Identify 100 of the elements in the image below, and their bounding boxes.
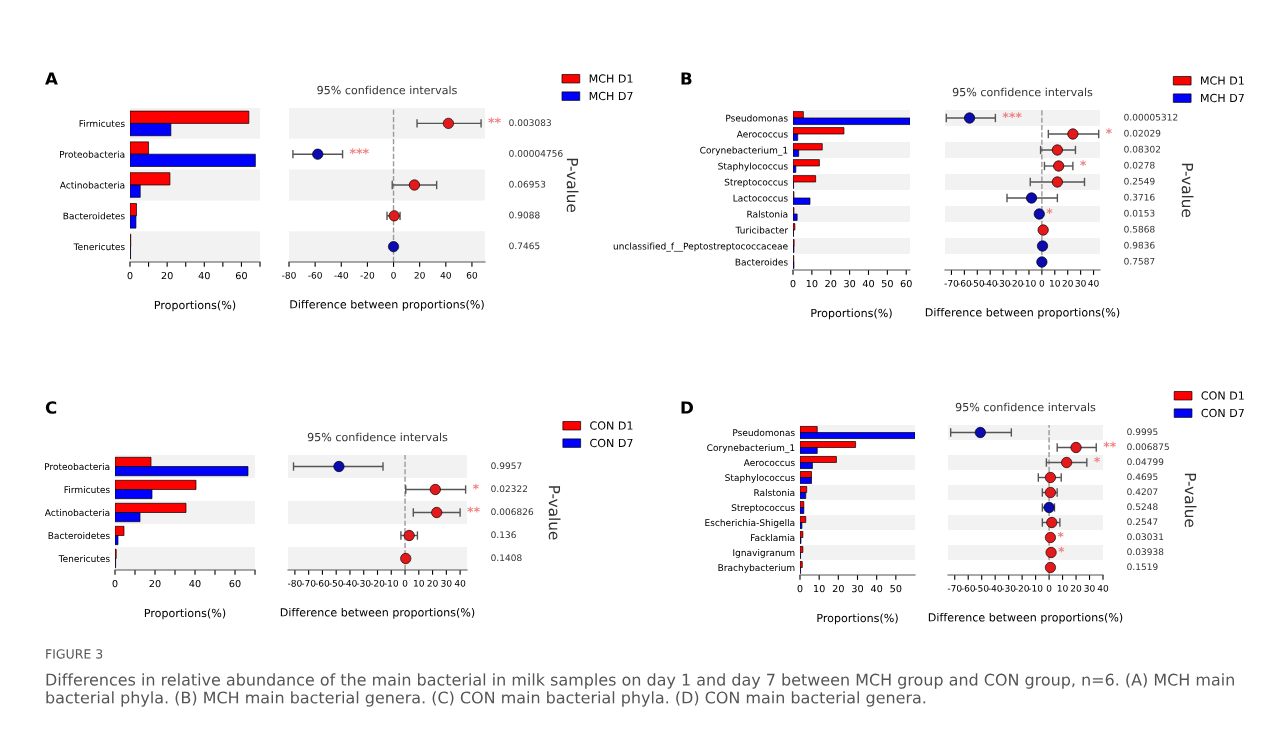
x-tick-label: 40 (189, 579, 201, 588)
text: 0.003083 (509, 119, 551, 127)
text: 0.0153 (1124, 209, 1155, 217)
text: 0.00005312 (1124, 113, 1178, 121)
y-tick-label: Streptococcus (731, 504, 795, 513)
text: 0.5248 (1127, 503, 1158, 511)
y-tick-label: Actinobacteria (59, 181, 125, 189)
x-tick-label: -30 (356, 579, 371, 587)
x-tick-label: -40 (343, 579, 357, 587)
x-tick-label: 50 (881, 279, 893, 288)
x-tick-label: -10 (1022, 279, 1036, 287)
y2-axis-title: P-value (548, 486, 561, 540)
x-axis-title: Proportions(%) (811, 308, 892, 320)
x-tick-label: 20 (149, 579, 161, 588)
x-tick-label: -30 (996, 279, 1010, 287)
y-tick-label: Lactococcus (733, 194, 788, 202)
x-tick-label: 0 (402, 579, 408, 587)
y2-axis-title: P-value (1184, 473, 1197, 528)
y2-axis-title: P-value (566, 158, 579, 213)
x-tick-label: 30 (844, 279, 856, 288)
text: 0.4695 (1127, 473, 1158, 481)
y-tick-label: Pseudomonas (726, 114, 788, 122)
y-tick-label: Ralstonia (747, 210, 788, 218)
y-tick-label: Staphylococcus (725, 474, 795, 483)
x-tick-label: -50 (329, 579, 343, 587)
y-tick-label: Brachybacterium (718, 564, 795, 573)
legend-label: MCH D1 (589, 74, 633, 83)
x-tick-label: 50 (890, 584, 902, 593)
text: 0.02322 (491, 485, 528, 493)
data-label: * (1080, 160, 1087, 166)
y-tick-label: Bacteroidetes (63, 212, 125, 220)
x-tick-label: 40 (870, 584, 883, 593)
x-tick-label: 10 (1050, 279, 1060, 287)
x-tick-label: 0 (112, 579, 118, 588)
data-label: * (1058, 546, 1065, 553)
x-tick-label: -30 (1001, 584, 1016, 592)
data-label: ** (467, 506, 480, 513)
x-tick-label: -20 (370, 579, 385, 587)
legend-label: CON D7 (1201, 408, 1244, 418)
x-tick-label: 20 (427, 579, 438, 587)
text: 0.5868 (1124, 225, 1155, 233)
x-tick-label: 20 (1062, 279, 1073, 287)
x-tick-label: 10 (814, 584, 825, 593)
x-axis-title: Difference between proportions(%) (280, 607, 475, 619)
x-tick-label: 0 (790, 279, 796, 288)
y-tick-label: Proteobacteria (45, 463, 110, 471)
text: 0.9957 (491, 462, 522, 470)
data-label: ** (1103, 441, 1117, 448)
x-tick-label: -60 (961, 584, 975, 592)
x-tick-label: 20 (161, 271, 173, 280)
y-tick-label: Bacteroides (735, 258, 788, 266)
x-tick-label: 20 (825, 279, 837, 288)
x-axis-title: Difference between proportions(%) (290, 299, 484, 311)
chart-title: D (681, 401, 693, 414)
text: FIGURE 3 (46, 649, 103, 659)
x-axis-title: Proportions(%) (817, 613, 898, 625)
x-tick-label: 60 (229, 579, 241, 588)
text: 0.3716 (1124, 193, 1155, 201)
x-tick-label: 20 (414, 271, 425, 279)
legend-label: CON D7 (590, 438, 633, 448)
x-tick-label: 60 (900, 279, 912, 288)
chart-title: C (45, 401, 57, 414)
text: 0.2547 (1127, 518, 1158, 526)
text: 0.9088 (509, 211, 540, 219)
y-tick-label: Ralstonia (754, 489, 795, 497)
text: 0.006875 (1127, 443, 1169, 451)
data-label: * (1057, 531, 1064, 538)
y-tick-label: Corynebacterium_1 (700, 146, 788, 156)
y-tick-label: Proteobacteria (60, 150, 125, 158)
data-label: *** (1002, 112, 1022, 118)
x-tick-label: 40 (454, 579, 466, 587)
x-tick-label: -80 (287, 579, 302, 587)
text: 0.1408 (491, 554, 522, 562)
legend-label: CON D1 (590, 421, 633, 430)
chart-title: 95% confidence intervals (307, 432, 448, 442)
x-tick-label: 40 (1088, 279, 1099, 287)
x-tick-label: -10 (1028, 584, 1043, 592)
data-label: * (472, 483, 479, 490)
x-tick-label: 0 (797, 584, 803, 593)
x-tick-label: -40 (988, 584, 1002, 592)
legend-label: CON D1 (1201, 391, 1244, 400)
x-tick-label: -50 (970, 279, 985, 287)
x-tick-label: 30 (441, 579, 452, 587)
text: 0.0278 (1124, 161, 1155, 169)
text: 0.03031 (1127, 533, 1164, 541)
text: 0.03938 (1127, 548, 1164, 556)
chart-title: 95% confidence intervals (317, 85, 457, 95)
text: 0.4207 (1127, 488, 1158, 496)
y-tick-label: Firmicutes (64, 486, 110, 494)
x-axis-title: Proportions(%) (154, 300, 236, 312)
x-tick-label: 20 (832, 584, 844, 593)
text: 0.7587 (1124, 257, 1155, 265)
x-tick-label: 40 (862, 279, 875, 288)
x-axis-title: Proportions(%) (144, 608, 226, 620)
y-tick-label: Corynebacterium_1 (707, 444, 795, 454)
x-tick-label: -70 (944, 279, 959, 287)
x-tick-label: 30 (852, 584, 864, 593)
y-tick-label: Ignavigranum (733, 549, 795, 558)
y-tick-label: Escherichia-Shigella (705, 519, 795, 528)
chart-title: A (45, 72, 58, 85)
